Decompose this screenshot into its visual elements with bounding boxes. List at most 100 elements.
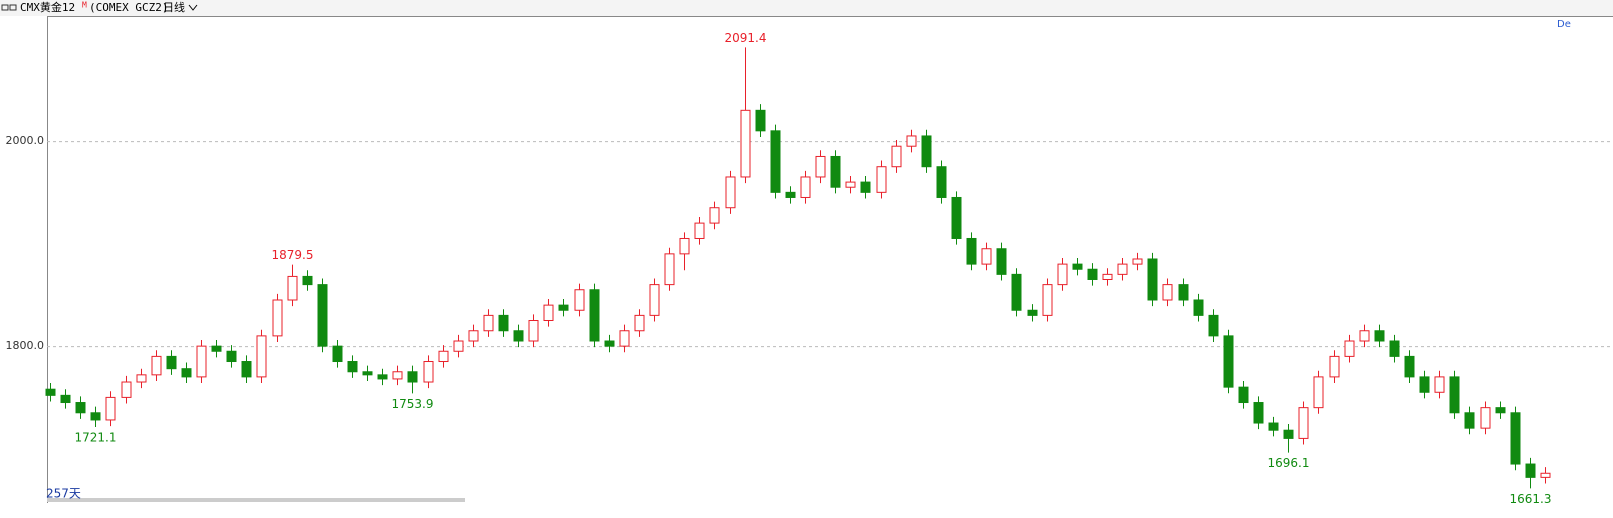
candle-down bbox=[1449, 376, 1460, 414]
candle-down bbox=[785, 191, 796, 198]
candle-up bbox=[1117, 263, 1128, 275]
candle-down bbox=[860, 181, 871, 193]
candle-down bbox=[996, 248, 1007, 275]
candle-up bbox=[287, 275, 298, 301]
candle-down bbox=[951, 196, 962, 239]
candle-down bbox=[1147, 258, 1158, 301]
candle-up bbox=[272, 299, 283, 337]
candle-down bbox=[830, 155, 841, 188]
candle-up bbox=[815, 155, 826, 178]
scrollbar[interactable] bbox=[47, 498, 465, 502]
candle-down bbox=[166, 355, 177, 370]
candle-up bbox=[1313, 376, 1324, 409]
candle-down bbox=[1464, 412, 1475, 429]
candle-down bbox=[589, 289, 600, 342]
candle-up bbox=[740, 109, 751, 178]
candle-down bbox=[921, 135, 932, 168]
candle-up bbox=[528, 320, 539, 342]
candle-down bbox=[1419, 376, 1430, 393]
toolbar-icon bbox=[1, 4, 17, 11]
candle-down bbox=[45, 388, 56, 396]
candle-up bbox=[845, 181, 856, 188]
candle-up bbox=[649, 284, 660, 316]
candle-up bbox=[1057, 263, 1068, 286]
candle-up bbox=[392, 371, 403, 380]
corner-label: De bbox=[1557, 19, 1571, 30]
candle-down bbox=[1374, 330, 1385, 342]
candle-up bbox=[1434, 376, 1445, 393]
candle-down bbox=[226, 350, 237, 363]
candle-down bbox=[1253, 402, 1264, 424]
candle-down bbox=[75, 402, 86, 414]
candle-down bbox=[1238, 386, 1249, 404]
candle-up bbox=[981, 248, 992, 265]
candle-down bbox=[332, 345, 343, 363]
low-label: 1661.3 bbox=[1510, 492, 1552, 506]
candle-up bbox=[1298, 407, 1309, 439]
candle-up bbox=[1329, 355, 1340, 378]
candle-up bbox=[151, 355, 162, 376]
candle-down bbox=[1389, 340, 1400, 357]
candle-up bbox=[1480, 407, 1491, 429]
candle-down bbox=[60, 394, 71, 404]
candle-up bbox=[906, 135, 917, 147]
candle-up bbox=[709, 207, 720, 224]
y-tick-label: 2000.0 bbox=[6, 134, 45, 147]
high-label: 2091.4 bbox=[725, 31, 767, 45]
candle-down bbox=[1223, 335, 1234, 388]
candle-down bbox=[558, 304, 569, 311]
low-label: 1721.1 bbox=[75, 431, 117, 445]
period-selector[interactable]: 日线 bbox=[163, 0, 185, 14]
candle-up bbox=[725, 176, 736, 209]
y-tick-label: 1800.0 bbox=[6, 339, 45, 352]
dropdown-arrow[interactable] bbox=[188, 4, 198, 11]
candle-up bbox=[1344, 340, 1355, 357]
candle-up bbox=[256, 335, 267, 378]
toolbar bbox=[0, 0, 1613, 16]
candle-up bbox=[619, 330, 630, 347]
candle-up bbox=[1359, 330, 1370, 342]
candle-up bbox=[543, 304, 554, 322]
candle-up bbox=[1102, 273, 1113, 280]
candle-down bbox=[241, 361, 252, 378]
candle-up bbox=[483, 314, 494, 332]
candle-up bbox=[800, 176, 811, 198]
candle-down bbox=[1011, 273, 1022, 311]
candle-up bbox=[423, 361, 434, 383]
candle-up bbox=[694, 222, 705, 239]
symbol: CMX黄金12 bbox=[20, 0, 75, 14]
candle-down bbox=[377, 374, 388, 380]
candle-up bbox=[1042, 284, 1053, 316]
candle-down bbox=[1495, 407, 1506, 414]
candle-down bbox=[1283, 429, 1294, 439]
candle-down bbox=[936, 166, 947, 198]
candle-up bbox=[1540, 472, 1551, 478]
candle-down bbox=[966, 237, 977, 265]
candle-down bbox=[181, 368, 192, 378]
candle-down bbox=[317, 284, 328, 347]
candle-up bbox=[121, 381, 132, 398]
candle-down bbox=[1087, 268, 1098, 280]
candle-down bbox=[302, 275, 313, 286]
candle-up bbox=[1132, 258, 1143, 265]
candle-down bbox=[407, 371, 418, 383]
candle-up bbox=[105, 396, 116, 421]
candle-down bbox=[498, 314, 509, 332]
candle-up bbox=[679, 237, 690, 255]
candle-up bbox=[438, 350, 449, 363]
candle-down bbox=[347, 361, 358, 373]
candle-down bbox=[90, 412, 101, 421]
candle-down bbox=[1510, 412, 1521, 465]
candle-up bbox=[634, 314, 645, 332]
candle-up bbox=[196, 345, 207, 378]
candle-down bbox=[1268, 422, 1279, 431]
candle-down bbox=[755, 109, 766, 132]
candle-down bbox=[1178, 284, 1189, 301]
candle-down bbox=[1404, 355, 1415, 378]
candle-down bbox=[1193, 299, 1204, 316]
candle-down bbox=[604, 340, 615, 347]
candle-down bbox=[211, 345, 222, 352]
candle-down bbox=[1072, 263, 1083, 270]
